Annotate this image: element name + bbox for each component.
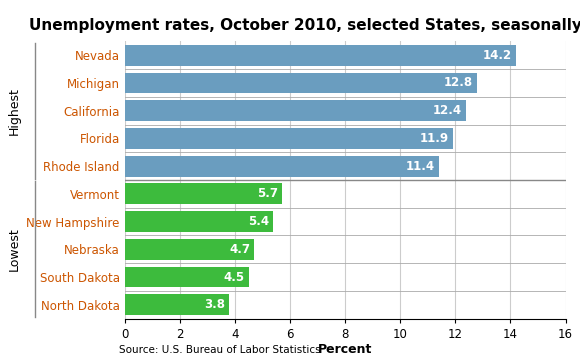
- Bar: [125, 73, 477, 93]
- Bar: [125, 100, 466, 121]
- Bar: [125, 45, 516, 66]
- Text: Highest: Highest: [8, 87, 21, 135]
- Text: 14.2: 14.2: [483, 49, 512, 62]
- Bar: [125, 239, 254, 260]
- Text: 12.4: 12.4: [433, 104, 462, 117]
- Bar: [125, 294, 229, 315]
- Text: Percent: Percent: [318, 343, 372, 356]
- Bar: [125, 184, 282, 204]
- Text: 12.8: 12.8: [444, 76, 473, 90]
- Bar: [125, 128, 452, 149]
- Text: 3.8: 3.8: [204, 298, 225, 311]
- Bar: [125, 267, 249, 287]
- Text: 11.4: 11.4: [405, 159, 434, 173]
- Text: 11.9: 11.9: [419, 132, 448, 145]
- Text: 4.7: 4.7: [229, 243, 250, 256]
- Title: Unemployment rates, October 2010, selected States, seasonally adjusted: Unemployment rates, October 2010, select…: [28, 18, 580, 33]
- Text: 4.5: 4.5: [223, 270, 245, 284]
- Text: Source: U.S. Bureau of Labor Statistics: Source: U.S. Bureau of Labor Statistics: [119, 345, 321, 355]
- Text: Lowest: Lowest: [8, 228, 21, 271]
- Bar: [125, 156, 438, 176]
- Text: 5.7: 5.7: [256, 187, 278, 201]
- Text: 5.4: 5.4: [248, 215, 269, 228]
- Bar: [125, 211, 274, 232]
